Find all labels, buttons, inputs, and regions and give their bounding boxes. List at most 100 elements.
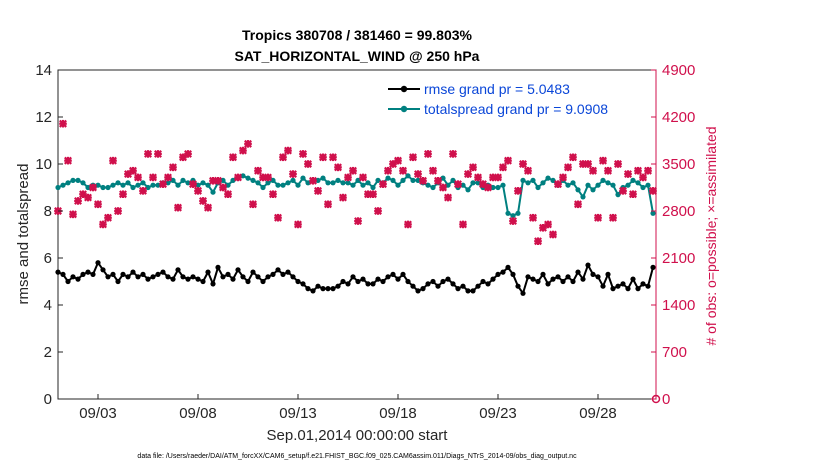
totalspread-point [360, 182, 366, 188]
totalspread-point [440, 175, 446, 181]
obs-assimilated-marker [419, 176, 427, 185]
obs-assimilated-marker [304, 160, 312, 168]
totalspread-point [635, 180, 641, 186]
rmse-point [650, 264, 656, 270]
rmse-point [70, 274, 76, 280]
rmse-point [230, 276, 236, 282]
rmse-point [545, 281, 551, 287]
rmse-point [405, 278, 411, 285]
rmse-point [400, 271, 406, 277]
x-tick-label: 09/18 [379, 405, 417, 422]
obs-assimilated-marker [429, 166, 437, 175]
y-tick-label: 6 [44, 250, 52, 267]
obs-assimilated-marker [184, 149, 192, 158]
rmse-point [500, 269, 506, 275]
obs-assimilated-marker [74, 196, 82, 205]
obs-assimilated-marker [309, 176, 317, 185]
totalspread-point [525, 180, 531, 186]
totalspread-point [120, 182, 126, 188]
totalspread-point [625, 182, 631, 188]
obs-assimilated-marker [559, 173, 567, 182]
rmse-point [570, 278, 576, 285]
obs-assimilated-marker [644, 166, 652, 175]
rmse-point [335, 283, 341, 289]
rmse-point [435, 283, 441, 289]
rmse-point [225, 271, 231, 277]
totalspread-point [255, 180, 261, 186]
chart-title: Tropics 380708 / 381460 = 99.803% [242, 27, 473, 43]
obs-assimilated-marker [534, 237, 542, 246]
obs-assimilated-marker [454, 180, 462, 189]
obs-assimilated-marker [129, 166, 137, 175]
rmse-point [55, 269, 61, 275]
rmse-point [600, 283, 606, 289]
rmse-point [235, 267, 241, 273]
totalspread-point [605, 180, 611, 186]
totalspread-point [595, 182, 601, 188]
obs-assimilated-marker [199, 196, 207, 205]
obs-assimilated-marker [519, 160, 527, 168]
obs-assimilated-marker [369, 190, 377, 199]
rmse-point [645, 283, 651, 289]
obs-assimilated-marker [299, 149, 307, 158]
obs-assimilated-marker [174, 203, 182, 212]
obs-assimilated-marker [114, 207, 122, 215]
y-tick-label: 0 [44, 391, 52, 408]
rmse-point [430, 278, 436, 285]
y-right-tick-label: 2800 [662, 203, 695, 220]
totalspread-point [295, 182, 301, 188]
rmse-point [465, 288, 471, 294]
rmse-point [550, 276, 556, 282]
rmse-point [385, 274, 391, 280]
obs-assimilated-marker [109, 156, 117, 165]
obs-assimilated-marker [594, 213, 602, 222]
rmse-point [460, 283, 466, 289]
x-tick-label: 09/28 [579, 405, 617, 422]
obs-assimilated-marker [149, 173, 157, 182]
obs-assimilated-marker [449, 149, 457, 158]
x-tick-label: 09/03 [79, 405, 117, 422]
x-tick-label: 09/23 [479, 405, 517, 422]
y-right-tick-label: 0 [662, 391, 670, 408]
obs-assimilated-marker [214, 176, 222, 185]
legend-rmse-label: rmse grand pr = 5.0483 [424, 81, 570, 97]
rmse-point [310, 288, 316, 294]
totalspread-point [85, 184, 91, 191]
obs-assimilated-marker [119, 190, 127, 199]
obs-assimilated-marker [604, 166, 612, 175]
totalspread-point [330, 180, 336, 186]
obs-assimilated-marker [99, 220, 107, 229]
obs-assimilated-marker [634, 166, 642, 175]
legend: rmse grand pr = 5.0483 totalspread grand… [388, 81, 608, 117]
rmse-point [380, 278, 386, 285]
rmse-point [355, 278, 361, 285]
rmse-point [285, 269, 291, 275]
obs-assimilated-marker [394, 156, 402, 165]
rmse-point [95, 260, 101, 266]
rmse-point [305, 286, 311, 292]
legend-spread-label: totalspread grand pr = 9.0908 [424, 101, 608, 117]
rmse-point [160, 269, 166, 275]
rmse-point [105, 274, 111, 280]
rmse-point [185, 276, 191, 282]
rmse-point [200, 278, 206, 285]
totalspread-point [580, 194, 586, 200]
rmse-point [275, 267, 281, 273]
rmse-point [290, 274, 296, 280]
legend-rmse-marker [400, 85, 408, 93]
rmse-point [590, 271, 596, 277]
rmse-point [150, 274, 156, 280]
obs-assimilated-marker [239, 146, 247, 155]
totalspread-point [495, 184, 501, 191]
totalspread-point [100, 184, 106, 191]
rmse-point [520, 290, 526, 296]
rmse-point [295, 278, 301, 285]
obs-assimilated-marker [529, 213, 537, 222]
obs-assimilated-marker [94, 200, 102, 209]
obs-assimilated-marker [574, 200, 582, 209]
obs-assimilated-marker [629, 190, 637, 199]
rmse-point [245, 278, 251, 285]
totalspread-point [370, 184, 376, 191]
obs-assimilated-marker [269, 190, 277, 199]
